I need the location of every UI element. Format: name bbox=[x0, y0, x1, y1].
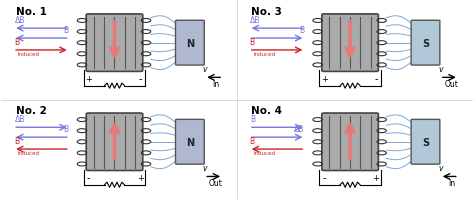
FancyBboxPatch shape bbox=[86, 113, 143, 171]
Text: v: v bbox=[203, 163, 207, 172]
Text: +: + bbox=[321, 75, 328, 84]
Text: N: N bbox=[186, 38, 194, 48]
Text: S: S bbox=[422, 38, 429, 48]
Text: Out: Out bbox=[445, 80, 458, 88]
FancyBboxPatch shape bbox=[411, 120, 440, 164]
Text: ΔB: ΔB bbox=[250, 16, 261, 25]
Text: Induced: Induced bbox=[254, 150, 275, 155]
FancyBboxPatch shape bbox=[175, 120, 204, 164]
Text: Induced: Induced bbox=[18, 150, 40, 155]
Text: No. 4: No. 4 bbox=[251, 106, 282, 116]
Text: B: B bbox=[14, 37, 19, 46]
Text: Out: Out bbox=[209, 178, 223, 187]
Text: Induced: Induced bbox=[18, 52, 40, 57]
Text: ΔB: ΔB bbox=[15, 114, 25, 123]
Text: In: In bbox=[212, 80, 219, 88]
FancyBboxPatch shape bbox=[322, 113, 378, 171]
Text: B: B bbox=[250, 37, 255, 46]
FancyBboxPatch shape bbox=[86, 15, 143, 72]
Text: -: - bbox=[139, 74, 142, 84]
FancyBboxPatch shape bbox=[411, 21, 440, 66]
Text: In: In bbox=[448, 178, 455, 187]
Text: +: + bbox=[85, 75, 92, 84]
Text: No. 1: No. 1 bbox=[16, 7, 46, 17]
Text: +: + bbox=[137, 173, 144, 182]
Text: +: + bbox=[373, 173, 380, 182]
Text: v: v bbox=[438, 65, 443, 74]
Text: N: N bbox=[186, 137, 194, 147]
Text: ΔB: ΔB bbox=[293, 124, 304, 133]
Text: -: - bbox=[374, 74, 378, 84]
FancyBboxPatch shape bbox=[322, 15, 378, 72]
Text: B: B bbox=[299, 26, 304, 35]
Text: B: B bbox=[63, 124, 68, 133]
Text: ΔB: ΔB bbox=[15, 16, 25, 25]
Text: S: S bbox=[422, 137, 429, 147]
Text: v: v bbox=[438, 163, 443, 172]
Text: B: B bbox=[63, 26, 68, 35]
Text: B: B bbox=[250, 136, 255, 145]
Text: B: B bbox=[250, 114, 255, 123]
Text: -: - bbox=[87, 172, 91, 182]
Text: -: - bbox=[322, 172, 326, 182]
Text: No. 3: No. 3 bbox=[251, 7, 282, 17]
Text: Induced: Induced bbox=[254, 52, 275, 57]
Text: B: B bbox=[14, 136, 19, 145]
Text: v: v bbox=[203, 65, 207, 74]
Text: No. 2: No. 2 bbox=[16, 106, 46, 116]
FancyBboxPatch shape bbox=[175, 21, 204, 66]
